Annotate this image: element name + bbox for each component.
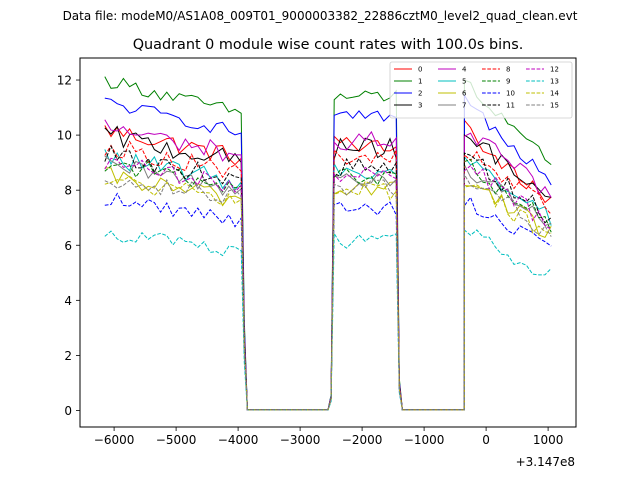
series-line-14 [104, 175, 552, 411]
y-tick-label: 2 [64, 349, 72, 363]
legend-label-10: 10 [506, 90, 515, 98]
x-tick-label: −1000 [404, 433, 445, 447]
x-tick-label: −6000 [94, 433, 135, 447]
legend-label-2: 2 [418, 90, 422, 98]
series-line-13 [104, 229, 552, 411]
series-line-0 [104, 118, 552, 411]
y-tick-label: 10 [57, 129, 72, 143]
legend-label-12: 12 [550, 66, 559, 74]
series-line-12 [104, 157, 552, 411]
plot-frame [79, 57, 577, 428]
series-line-15 [104, 172, 552, 411]
series-line-5 [104, 149, 552, 411]
x-axis: −6000 −5000 −4000 −3000 −2000 −1000 0 1000 [94, 427, 564, 447]
y-tick-label: 8 [64, 184, 72, 198]
legend-label-15: 15 [550, 102, 559, 110]
legend-label-0: 0 [418, 66, 422, 74]
y-tick-label: 0 [64, 404, 72, 418]
series-line-10 [104, 192, 552, 411]
x-tick-label: 0 [482, 433, 490, 447]
legend-label-4: 4 [462, 66, 467, 74]
legend-label-1: 1 [418, 78, 422, 86]
legend-label-3: 3 [418, 102, 422, 110]
legend-label-8: 8 [506, 66, 510, 74]
x-tick-label: −3000 [280, 433, 321, 447]
legend-label-9: 9 [506, 78, 510, 86]
series-line-9 [104, 158, 552, 411]
series-line-8 [104, 140, 552, 411]
x-tick-label: 1000 [533, 433, 564, 447]
y-tick-label: 4 [64, 294, 72, 308]
x-tick-label: −4000 [218, 433, 259, 447]
legend-box [389, 61, 573, 119]
legend-label-11: 11 [506, 102, 515, 110]
series-line-11 [104, 144, 552, 411]
series-line-3 [104, 125, 552, 411]
chart-title: Quadrant 0 module wise count rates with … [133, 37, 524, 53]
x-tick-label: −2000 [342, 433, 383, 447]
legend-label-5: 5 [462, 78, 466, 86]
series-line-6 [104, 167, 552, 411]
legend-label-7: 7 [462, 102, 466, 110]
series-line-2 [104, 93, 552, 411]
x-offset-label: +3.147e8 [516, 455, 575, 469]
y-tick-label: 6 [64, 239, 72, 253]
x-tick-label: −5000 [156, 433, 197, 447]
legend-label-13: 13 [550, 78, 559, 86]
y-axis: 0 2 4 6 8 10 12 [57, 74, 80, 418]
series-line-4 [104, 119, 552, 411]
legend-label-14: 14 [550, 90, 559, 98]
series-layer [104, 76, 552, 411]
legend-label-6: 6 [462, 90, 467, 98]
chart-suptitle: Data file: modeM0/AS1A08_009T01_90000033… [63, 9, 578, 23]
y-tick-label: 12 [57, 74, 72, 88]
series-line-7 [104, 155, 552, 411]
